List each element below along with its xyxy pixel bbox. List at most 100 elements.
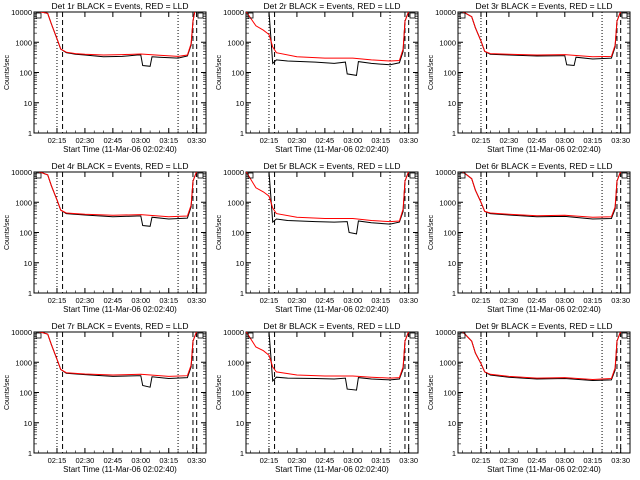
y-tick-label: 10 [448, 259, 456, 268]
panel-title: Det 4r BLACK = Events, RED = LLD [51, 161, 188, 171]
detector-panel-3: Det 3r BLACK = Events, RED = LLD 1 10 100 10… [428, 1, 631, 154]
x-axis-label: Start Time (11-Mar-06 02:02:40) [487, 145, 601, 154]
x-tick-label: 03:00 [343, 456, 362, 465]
x-tick-label: 02:45 [103, 136, 122, 145]
x-tick-label: 03:15 [371, 296, 390, 305]
y-tick-label: 10000 [435, 8, 456, 17]
x-tick-label: 03:15 [371, 136, 390, 145]
y-tick-label: 10000 [11, 8, 32, 17]
marker-lines [268, 332, 410, 453]
corner-marker-right [197, 12, 204, 19]
x-tick-label: 02:45 [527, 456, 546, 465]
x-axis-label: Start Time (11-Mar-06 02:02:40) [275, 145, 389, 154]
corner-marker-right [197, 332, 204, 339]
corner-marker-left [247, 172, 254, 179]
x-tick-label: 02:15 [48, 296, 67, 305]
series-line-lld [246, 172, 410, 223]
y-axis-label: Counts/sec [428, 374, 435, 410]
y-axis-label: Counts/sec [4, 54, 11, 90]
x-tick-label: 02:30 [288, 296, 307, 305]
y-axis-label: Counts/sec [216, 374, 223, 410]
y-tick-label: 1 [28, 289, 32, 298]
y-tick-label: 100 [443, 69, 456, 78]
y-tick-label: 1000 [15, 358, 32, 367]
x-tick-label: 02:30 [76, 136, 95, 145]
y-tick-label: 1000 [15, 38, 32, 47]
x-axis-label: Start Time (11-Mar-06 02:02:40) [275, 465, 389, 474]
y-axis-label: Counts/sec [428, 214, 435, 250]
series-line-lld [462, 332, 622, 381]
corner-marker-right [409, 332, 416, 339]
x-tick-label: 02:15 [48, 136, 67, 145]
x-tick-label: 02:30 [76, 456, 95, 465]
x-axis-label: Start Time (11-Mar-06 02:02:40) [487, 305, 601, 314]
curves [462, 12, 622, 67]
x-tick-label: 02:45 [527, 136, 546, 145]
series-line-events [38, 332, 198, 388]
x-tick-label: 02:30 [288, 456, 307, 465]
x-tick-label: 03:30 [399, 296, 418, 305]
series-line-events [268, 172, 410, 235]
y-tick-label: 1000 [439, 198, 456, 207]
curves [38, 172, 198, 227]
plot-frame [245, 331, 419, 454]
curves [246, 332, 410, 391]
corner-marker-left [459, 332, 466, 339]
panel-title: Det 8r BLACK = Events, RED = LLD [263, 321, 400, 331]
detector-panel-5: Det 5r BLACK = Events, RED = LLD 1 10 100 10… [216, 161, 419, 314]
x-tick-label: 03:15 [583, 296, 602, 305]
x-tick-label: 03:15 [371, 456, 390, 465]
panel-title: Det 2r BLACK = Events, RED = LLD [263, 1, 400, 11]
detector-panel-8: Det 8r BLACK = Events, RED = LLD 1 10 100 10… [216, 321, 419, 474]
marker-lines [268, 12, 410, 133]
series-line-events [38, 12, 196, 67]
y-axis-label: Counts/sec [216, 54, 223, 90]
y-tick-label: 1000 [439, 358, 456, 367]
y-tick-label: 1000 [227, 38, 244, 47]
y-axis-label: Counts/sec [4, 374, 11, 410]
x-tick-label: 03:15 [583, 136, 602, 145]
y-tick-label: 10 [24, 99, 32, 108]
y-axis-label: Counts/sec [216, 214, 223, 250]
y-tick-label: 1 [28, 449, 32, 458]
x-tick-label: 03:15 [583, 456, 602, 465]
marker-lines [268, 172, 410, 293]
curves [462, 172, 622, 220]
detector-panel-4: Det 4r BLACK = Events, RED = LLD 1 10 100 10… [4, 161, 207, 314]
x-tick-label: 03:30 [187, 456, 206, 465]
y-axis-label: Counts/sec [4, 214, 11, 250]
x-axis-label: Start Time (11-Mar-06 02:02:40) [63, 145, 177, 154]
corner-marker-right [621, 332, 628, 339]
x-tick-label: 03:00 [131, 136, 150, 145]
x-tick-label: 03:30 [611, 296, 630, 305]
curves [38, 12, 196, 67]
x-tick-label: 03:15 [159, 456, 178, 465]
x-tick-label: 02:45 [103, 296, 122, 305]
marker-lines [56, 12, 198, 133]
x-axis-label: Start Time (11-Mar-06 02:02:40) [487, 465, 601, 474]
series-line-events [268, 12, 410, 76]
panel-title: Det 7r BLACK = Events, RED = LLD [51, 321, 188, 331]
corner-marker-right [621, 172, 628, 179]
series-line-lld [462, 12, 622, 58]
y-tick-label: 10000 [223, 8, 244, 17]
y-tick-label: 1000 [227, 358, 244, 367]
detector-panel-9: Det 9r BLACK = Events, RED = LLD 1 10 100 10… [428, 321, 631, 474]
x-tick-label: 03:30 [399, 456, 418, 465]
x-tick-label: 02:45 [315, 456, 334, 465]
y-axis-label: Counts/sec [428, 54, 435, 90]
x-tick-label: 02:15 [472, 136, 491, 145]
detector-panel-6: Det 6r BLACK = Events, RED = LLD 1 10 100 10… [428, 161, 631, 314]
y-tick-label: 10 [236, 419, 244, 428]
x-tick-label: 03:00 [131, 456, 150, 465]
y-tick-label: 100 [19, 69, 32, 78]
panel-title: Det 1r BLACK = Events, RED = LLD [51, 1, 188, 11]
marker-lines [480, 172, 622, 293]
corner-marker-left [459, 12, 466, 19]
y-tick-label: 10000 [223, 168, 244, 177]
x-tick-label: 02:30 [288, 136, 307, 145]
x-tick-label: 02:15 [260, 296, 279, 305]
x-tick-label: 03:15 [159, 136, 178, 145]
y-tick-label: 10 [448, 99, 456, 108]
